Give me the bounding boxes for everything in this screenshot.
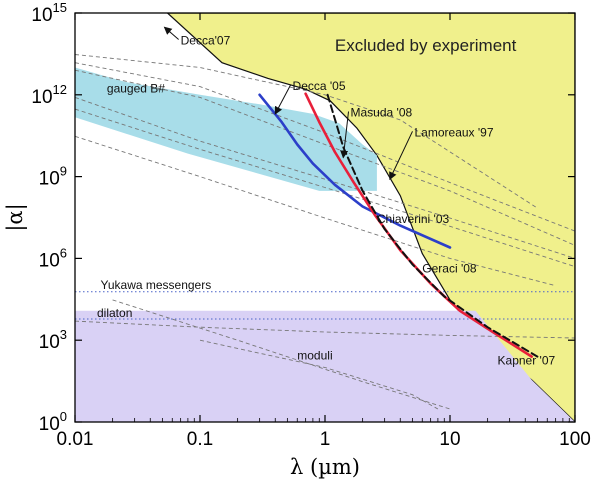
dashed-line-6 <box>112 299 451 410</box>
dashed-line-7 <box>199 339 439 410</box>
annotation-moduli: moduli <box>297 348 332 362</box>
region-gauged-b <box>75 67 377 191</box>
y-tick-label: 109 <box>39 164 67 190</box>
dashed-line-9 <box>75 320 575 339</box>
y-tick-label: 1012 <box>31 82 67 108</box>
annotation-chiaverini-03: Chiaverini '03 <box>377 212 450 226</box>
y-tick-label: 103 <box>39 327 67 353</box>
dashed-line-8 <box>75 135 556 287</box>
x-tick-label: 10 <box>439 429 460 450</box>
dashed-line-3 <box>75 69 575 246</box>
annotation-excluded-by-experiment: Excluded by experiment <box>335 36 517 55</box>
annotation-geraci-08: Geraci '08 <box>422 262 477 276</box>
y-tick-label: 106 <box>39 245 67 271</box>
x-axis-label: λ (µm) <box>290 455 360 479</box>
annotation-arrow-masuda-08 <box>340 111 350 159</box>
x-tick-label: 1 <box>320 429 331 450</box>
dashed-line-1 <box>75 54 538 209</box>
annotation-decca-05: Decca '05 <box>293 79 346 93</box>
dashed-line-4 <box>75 96 575 259</box>
x-tick-label: 0.1 <box>187 429 213 450</box>
annotation-yukawa-messengers: Yukawa messengers <box>101 278 212 292</box>
dashed-line-5 <box>75 108 575 268</box>
annotation-arrow-decca-07 <box>163 26 179 40</box>
y-axis-label: |α| <box>3 203 28 231</box>
series-decca-05 <box>258 93 452 249</box>
annotation-arrow-decca-05 <box>274 84 291 115</box>
annotation-arrow-lamoreaux-97 <box>389 131 413 181</box>
annotation-gauged-b: gauged B# <box>107 82 165 96</box>
annotation-kapner-07: Kapner '07 <box>498 353 556 367</box>
region-moduli <box>75 310 575 422</box>
annotation-masuda-08: Masuda '08 <box>351 106 413 120</box>
y-tick-label: 1015 <box>31 0 67 26</box>
annotations: Decca'07 gauged B# Decca '05 Masuda '08Lamo… <box>97 26 556 367</box>
x-tick-label: 100 <box>559 429 591 450</box>
annotation-decca-07: Decca'07 <box>181 33 231 47</box>
annotation-lamoreaux-97: Lamoreaux '97 <box>415 125 494 139</box>
annotation-dilaton: dilaton <box>97 306 132 320</box>
x-tick-label: 0.01 <box>57 429 94 450</box>
